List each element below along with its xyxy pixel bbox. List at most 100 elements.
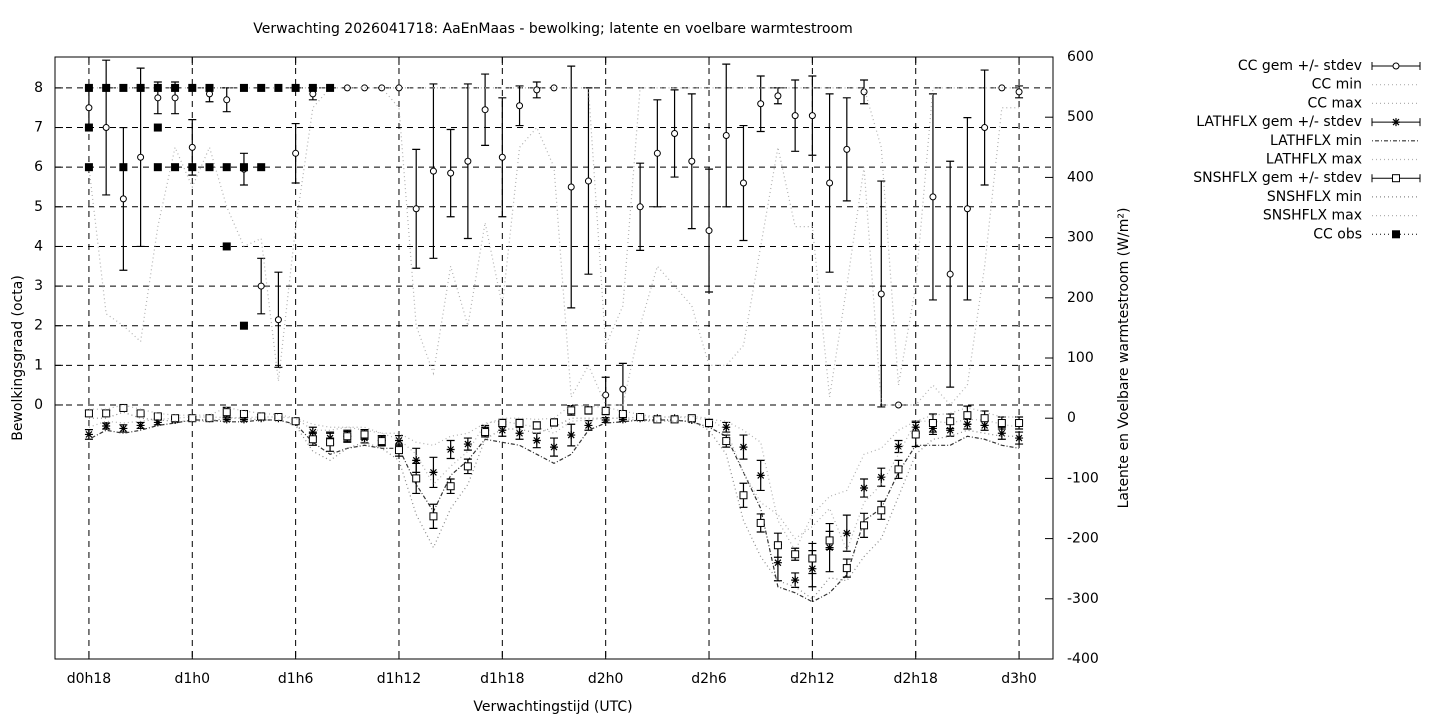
marker: [618, 409, 627, 418]
marker: [843, 145, 851, 153]
marker: [860, 88, 868, 96]
marker: [119, 403, 128, 412]
marker: [533, 86, 541, 94]
y2-tick-label: -300: [1067, 591, 1099, 607]
marker: [842, 564, 851, 573]
marker: [188, 143, 196, 151]
marker: [791, 112, 799, 120]
legend-label: CC obs: [1313, 226, 1362, 242]
x-tick-label: d2h0: [588, 671, 624, 687]
marker: [498, 419, 507, 428]
marker: [171, 94, 179, 102]
legend-marker: [1392, 174, 1400, 183]
marker: [860, 521, 869, 530]
marker: [498, 153, 506, 161]
marker: [361, 84, 369, 92]
x-tick-label: d1h0: [174, 671, 210, 687]
y-tick-label: 6: [34, 159, 43, 175]
marker: [567, 431, 576, 440]
marker: [929, 193, 937, 201]
x-tick-label: d1h6: [278, 671, 314, 687]
marker: [618, 415, 627, 424]
marker: [980, 414, 989, 423]
marker: [808, 112, 816, 120]
marker: [136, 83, 145, 92]
marker: [567, 183, 575, 191]
marker: [515, 429, 524, 438]
marker: [860, 484, 869, 493]
marker: [394, 436, 403, 445]
y2-axis-label: Latente en Voelbare warmtestroom (W/m²): [1116, 208, 1132, 509]
x-tick-label: d3h0: [1001, 671, 1037, 687]
marker: [446, 445, 455, 454]
marker: [894, 401, 902, 409]
x-tick-label: d2h18: [893, 671, 937, 687]
marker: [84, 123, 93, 132]
marker: [722, 437, 731, 446]
marker: [946, 426, 955, 435]
marker: [84, 83, 93, 92]
marker: [137, 153, 145, 161]
marker: [447, 169, 455, 177]
marker: [515, 419, 524, 428]
marker: [584, 421, 593, 430]
legend-label: CC gem +/- stdev: [1238, 58, 1362, 74]
marker: [705, 227, 713, 235]
y2-tick-label: -200: [1067, 531, 1099, 547]
marker: [136, 421, 145, 430]
marker: [153, 412, 162, 421]
marker: [601, 416, 610, 425]
x-tick-label: d2h6: [691, 671, 727, 687]
y-tick-label: 2: [34, 318, 43, 334]
marker: [308, 428, 317, 437]
marker: [756, 518, 765, 527]
marker: [102, 124, 110, 132]
marker: [791, 576, 800, 585]
marker: [257, 282, 265, 290]
y-tick-label: 7: [34, 120, 43, 136]
marker: [308, 83, 317, 92]
y2-tick-label: 400: [1067, 169, 1094, 185]
legend-label: SNSHFLX min: [1267, 189, 1362, 205]
marker: [84, 430, 93, 439]
marker: [825, 536, 834, 545]
marker: [722, 131, 730, 139]
marker: [670, 415, 679, 424]
marker: [360, 430, 369, 439]
legend-marker: [1392, 230, 1400, 239]
marker: [911, 430, 920, 439]
marker: [119, 163, 128, 172]
marker: [205, 83, 214, 92]
marker: [963, 205, 971, 213]
marker: [463, 440, 472, 449]
marker: [395, 84, 403, 92]
marker: [773, 541, 782, 550]
marker: [481, 428, 490, 437]
marker: [550, 443, 558, 452]
marker: [516, 102, 524, 110]
marker: [877, 506, 886, 515]
marker: [377, 437, 386, 446]
x-axis-label: Verwachtingstijd (UTC): [473, 699, 632, 715]
marker: [188, 83, 197, 92]
marker: [997, 429, 1006, 438]
marker: [739, 443, 748, 452]
marker: [239, 83, 248, 92]
marker: [739, 179, 747, 187]
marker: [239, 321, 248, 330]
marker: [84, 409, 93, 418]
marker: [154, 94, 162, 102]
marker: [188, 163, 197, 172]
marker: [222, 408, 231, 417]
marker: [153, 418, 162, 427]
marker: [85, 104, 93, 112]
marker: [291, 417, 300, 426]
marker: [84, 163, 93, 172]
marker: [826, 179, 834, 187]
marker: [171, 163, 180, 172]
plot-frame: [54, 56, 1054, 660]
marker: [102, 409, 111, 418]
marker: [687, 414, 696, 423]
marker: [429, 167, 437, 175]
